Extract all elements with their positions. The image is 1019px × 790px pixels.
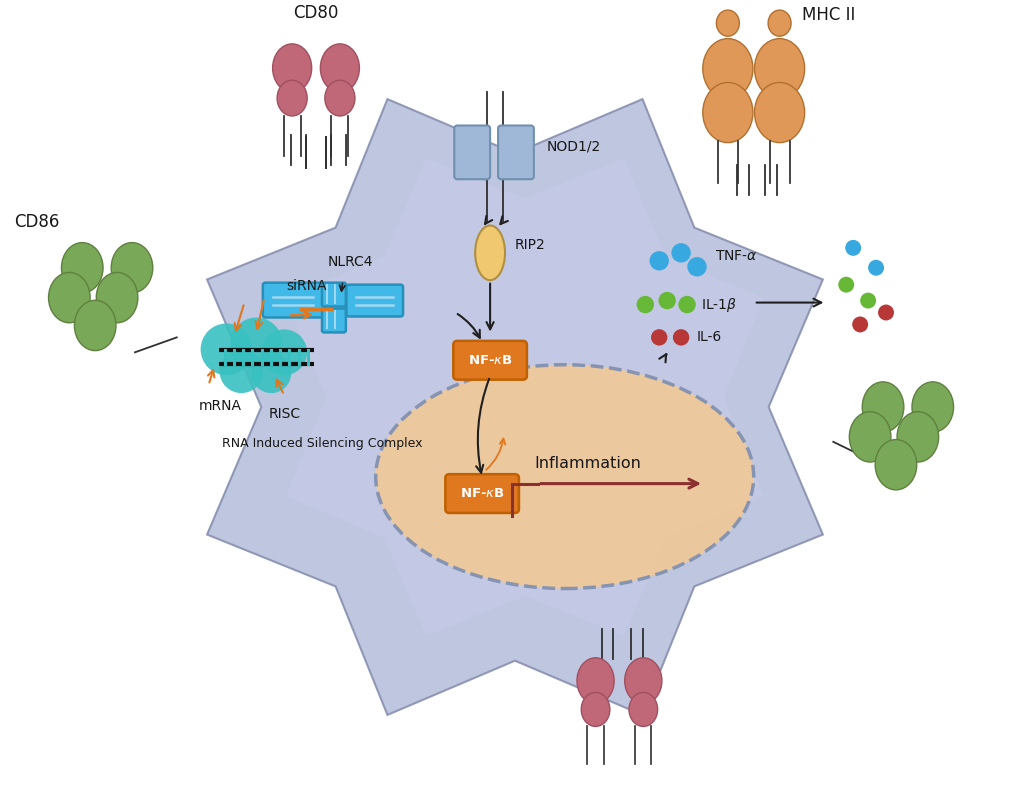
Ellipse shape [715, 10, 739, 36]
Ellipse shape [61, 243, 103, 293]
Ellipse shape [874, 439, 916, 490]
Ellipse shape [861, 382, 903, 432]
Ellipse shape [49, 273, 90, 323]
Text: RNA Induced Silencing Complex: RNA Induced Silencing Complex [221, 437, 422, 450]
Ellipse shape [702, 39, 752, 99]
Ellipse shape [658, 292, 676, 309]
Polygon shape [207, 99, 822, 715]
Ellipse shape [849, 412, 890, 462]
Ellipse shape [320, 44, 359, 92]
Ellipse shape [577, 658, 613, 704]
Ellipse shape [475, 225, 504, 280]
Text: TNF-$\alpha$: TNF-$\alpha$ [714, 249, 757, 263]
Polygon shape [285, 158, 763, 636]
Ellipse shape [754, 39, 804, 99]
FancyBboxPatch shape [346, 284, 403, 317]
Text: Inflammation: Inflammation [534, 456, 640, 471]
FancyBboxPatch shape [453, 126, 489, 179]
Ellipse shape [671, 243, 690, 262]
Ellipse shape [74, 300, 116, 351]
Ellipse shape [673, 329, 689, 345]
Ellipse shape [838, 276, 853, 292]
Ellipse shape [754, 82, 804, 143]
FancyBboxPatch shape [322, 283, 345, 307]
FancyBboxPatch shape [445, 474, 519, 513]
Ellipse shape [845, 240, 860, 256]
Text: RIP2: RIP2 [515, 238, 545, 252]
FancyBboxPatch shape [263, 283, 323, 318]
Ellipse shape [867, 260, 883, 276]
Ellipse shape [277, 81, 307, 116]
Text: siRNA: siRNA [286, 279, 326, 292]
Text: CD86: CD86 [14, 213, 60, 231]
Text: NF-$\kappa$B: NF-$\kappa$B [468, 354, 512, 367]
Ellipse shape [375, 365, 753, 589]
Circle shape [201, 323, 252, 375]
Text: mRNA: mRNA [199, 399, 242, 413]
Ellipse shape [324, 81, 355, 116]
Ellipse shape [581, 692, 609, 727]
Ellipse shape [702, 82, 752, 143]
Ellipse shape [629, 692, 657, 727]
Ellipse shape [851, 317, 867, 333]
Text: NF-$\kappa$B: NF-$\kappa$B [460, 487, 504, 500]
Text: IL-1$\beta$: IL-1$\beta$ [700, 295, 737, 314]
Ellipse shape [859, 292, 875, 309]
Circle shape [219, 349, 263, 393]
Ellipse shape [111, 243, 153, 293]
Text: RISC: RISC [268, 407, 301, 421]
Ellipse shape [896, 412, 937, 462]
Ellipse shape [636, 295, 653, 314]
Text: IL-6: IL-6 [696, 330, 721, 344]
FancyBboxPatch shape [497, 126, 533, 179]
Ellipse shape [767, 10, 791, 36]
Ellipse shape [650, 329, 666, 345]
Ellipse shape [649, 251, 668, 270]
Ellipse shape [687, 257, 706, 276]
Text: NLRC4: NLRC4 [328, 254, 373, 269]
Circle shape [261, 329, 307, 375]
Ellipse shape [624, 658, 661, 704]
FancyBboxPatch shape [322, 309, 345, 333]
Text: CD80: CD80 [293, 4, 338, 22]
Ellipse shape [272, 44, 312, 92]
Text: NOD1/2: NOD1/2 [546, 139, 600, 153]
Circle shape [251, 353, 290, 393]
Ellipse shape [877, 305, 893, 321]
Ellipse shape [911, 382, 953, 432]
Ellipse shape [678, 295, 695, 314]
Ellipse shape [96, 273, 138, 323]
FancyBboxPatch shape [452, 340, 527, 380]
Text: MHC II: MHC II [801, 6, 854, 24]
Circle shape [230, 318, 282, 369]
